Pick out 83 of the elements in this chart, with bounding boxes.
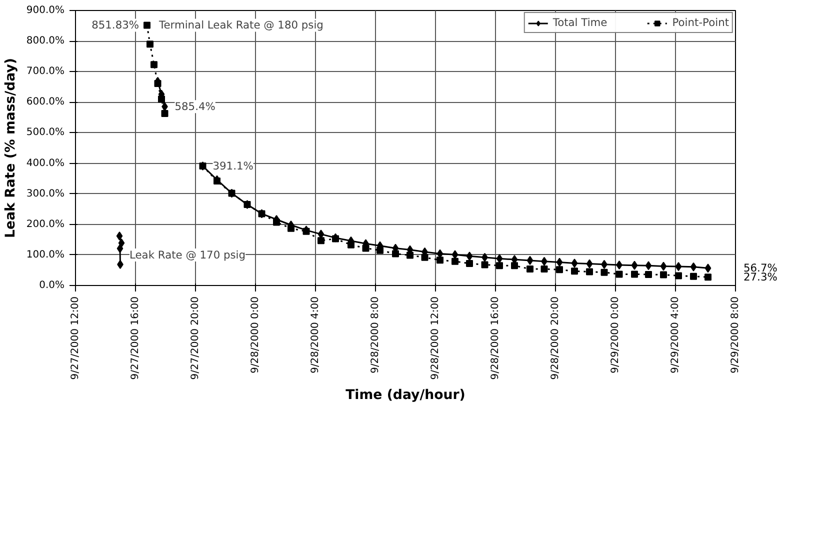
point <box>273 218 280 226</box>
point <box>690 272 697 280</box>
point <box>481 261 488 268</box>
point <box>436 256 444 264</box>
annotation: 851.83% <box>92 18 140 32</box>
point <box>146 40 154 48</box>
point <box>116 232 123 240</box>
point <box>362 244 370 252</box>
y-tick-label: 700.0% <box>26 66 65 78</box>
annotation: Leak Rate @ 170 psig <box>130 248 246 262</box>
point <box>466 252 473 261</box>
y-axis-title: Leak Rate (% mass/day) <box>3 58 18 238</box>
y-tick-label: 400.0% <box>26 158 65 169</box>
annotation: 391.1% <box>212 159 254 172</box>
point <box>586 268 593 276</box>
annotation: Terminal Leak Rate @ 180 psig <box>158 18 324 32</box>
x-tick-label: 9/29/2000 0:00 <box>610 296 621 374</box>
x-tick-label: 9/29/2000 8:00 <box>730 296 741 374</box>
x-tick-label: 9/27/2000 16:00 <box>130 296 141 380</box>
point <box>616 270 623 278</box>
point <box>318 237 324 244</box>
point <box>116 244 124 254</box>
y-tick-label: 800.0% <box>26 36 65 47</box>
annotation: 585.4% <box>174 100 216 114</box>
point <box>161 110 168 117</box>
point <box>376 246 384 254</box>
point <box>496 262 503 270</box>
point <box>288 224 294 232</box>
point <box>631 260 638 270</box>
point <box>406 252 414 259</box>
y-tick-label: 900.0% <box>26 5 65 16</box>
point <box>214 178 220 184</box>
point <box>675 272 682 280</box>
x-tick-label: 9/28/2000 0:00 <box>250 296 261 374</box>
x-tick-label: 9/29/2000 4:00 <box>670 296 681 374</box>
point <box>660 262 667 271</box>
y-tick-label: 0.0% <box>39 280 64 291</box>
point <box>586 259 593 268</box>
point <box>526 256 534 265</box>
x-tick-label: 9/28/2000 16:00 <box>490 296 501 380</box>
point <box>144 22 150 29</box>
point <box>540 266 548 272</box>
x-tick-label: 9/28/2000 12:00 <box>430 296 441 380</box>
point <box>154 80 162 88</box>
point <box>452 258 458 265</box>
point <box>332 235 339 242</box>
point <box>600 268 608 276</box>
y-tick-label: 100.0% <box>26 249 65 260</box>
point <box>466 260 473 267</box>
x-axis-title: Time (day/hour) <box>346 388 466 403</box>
point <box>118 238 125 248</box>
point <box>150 61 158 68</box>
x-tick-label: 9/27/2000 20:00 <box>190 296 201 380</box>
x-tick-label: 9/28/2000 8:00 <box>370 296 381 374</box>
point <box>675 262 682 272</box>
y-tick-label: 600.0% <box>26 96 65 108</box>
x-tick-label: 9/27/2000 12:00 <box>70 296 81 380</box>
y-tick-label: 500.0% <box>26 127 65 138</box>
y-tick-label: 200.0% <box>26 218 65 230</box>
point <box>571 268 578 275</box>
point <box>511 262 518 270</box>
point <box>556 258 563 267</box>
point <box>704 274 712 281</box>
point <box>158 96 165 103</box>
point <box>421 254 428 261</box>
point <box>556 266 563 274</box>
x-tick-label: 9/28/2000 4:00 <box>310 296 321 374</box>
point <box>660 271 667 278</box>
point <box>571 258 578 268</box>
point <box>690 262 697 272</box>
point <box>645 261 652 270</box>
x-tick-label: 9/28/2000 20:00 <box>550 296 561 380</box>
legend-label: Total Time <box>552 16 608 29</box>
text: 27.3% <box>744 270 778 284</box>
point <box>704 264 712 273</box>
point <box>631 270 638 278</box>
point <box>645 271 652 278</box>
point <box>526 266 534 272</box>
point <box>496 254 503 264</box>
point <box>348 241 354 248</box>
legend-label: Point-Point <box>672 16 729 29</box>
y-tick-label: 300.0% <box>26 188 65 200</box>
point <box>392 250 399 258</box>
